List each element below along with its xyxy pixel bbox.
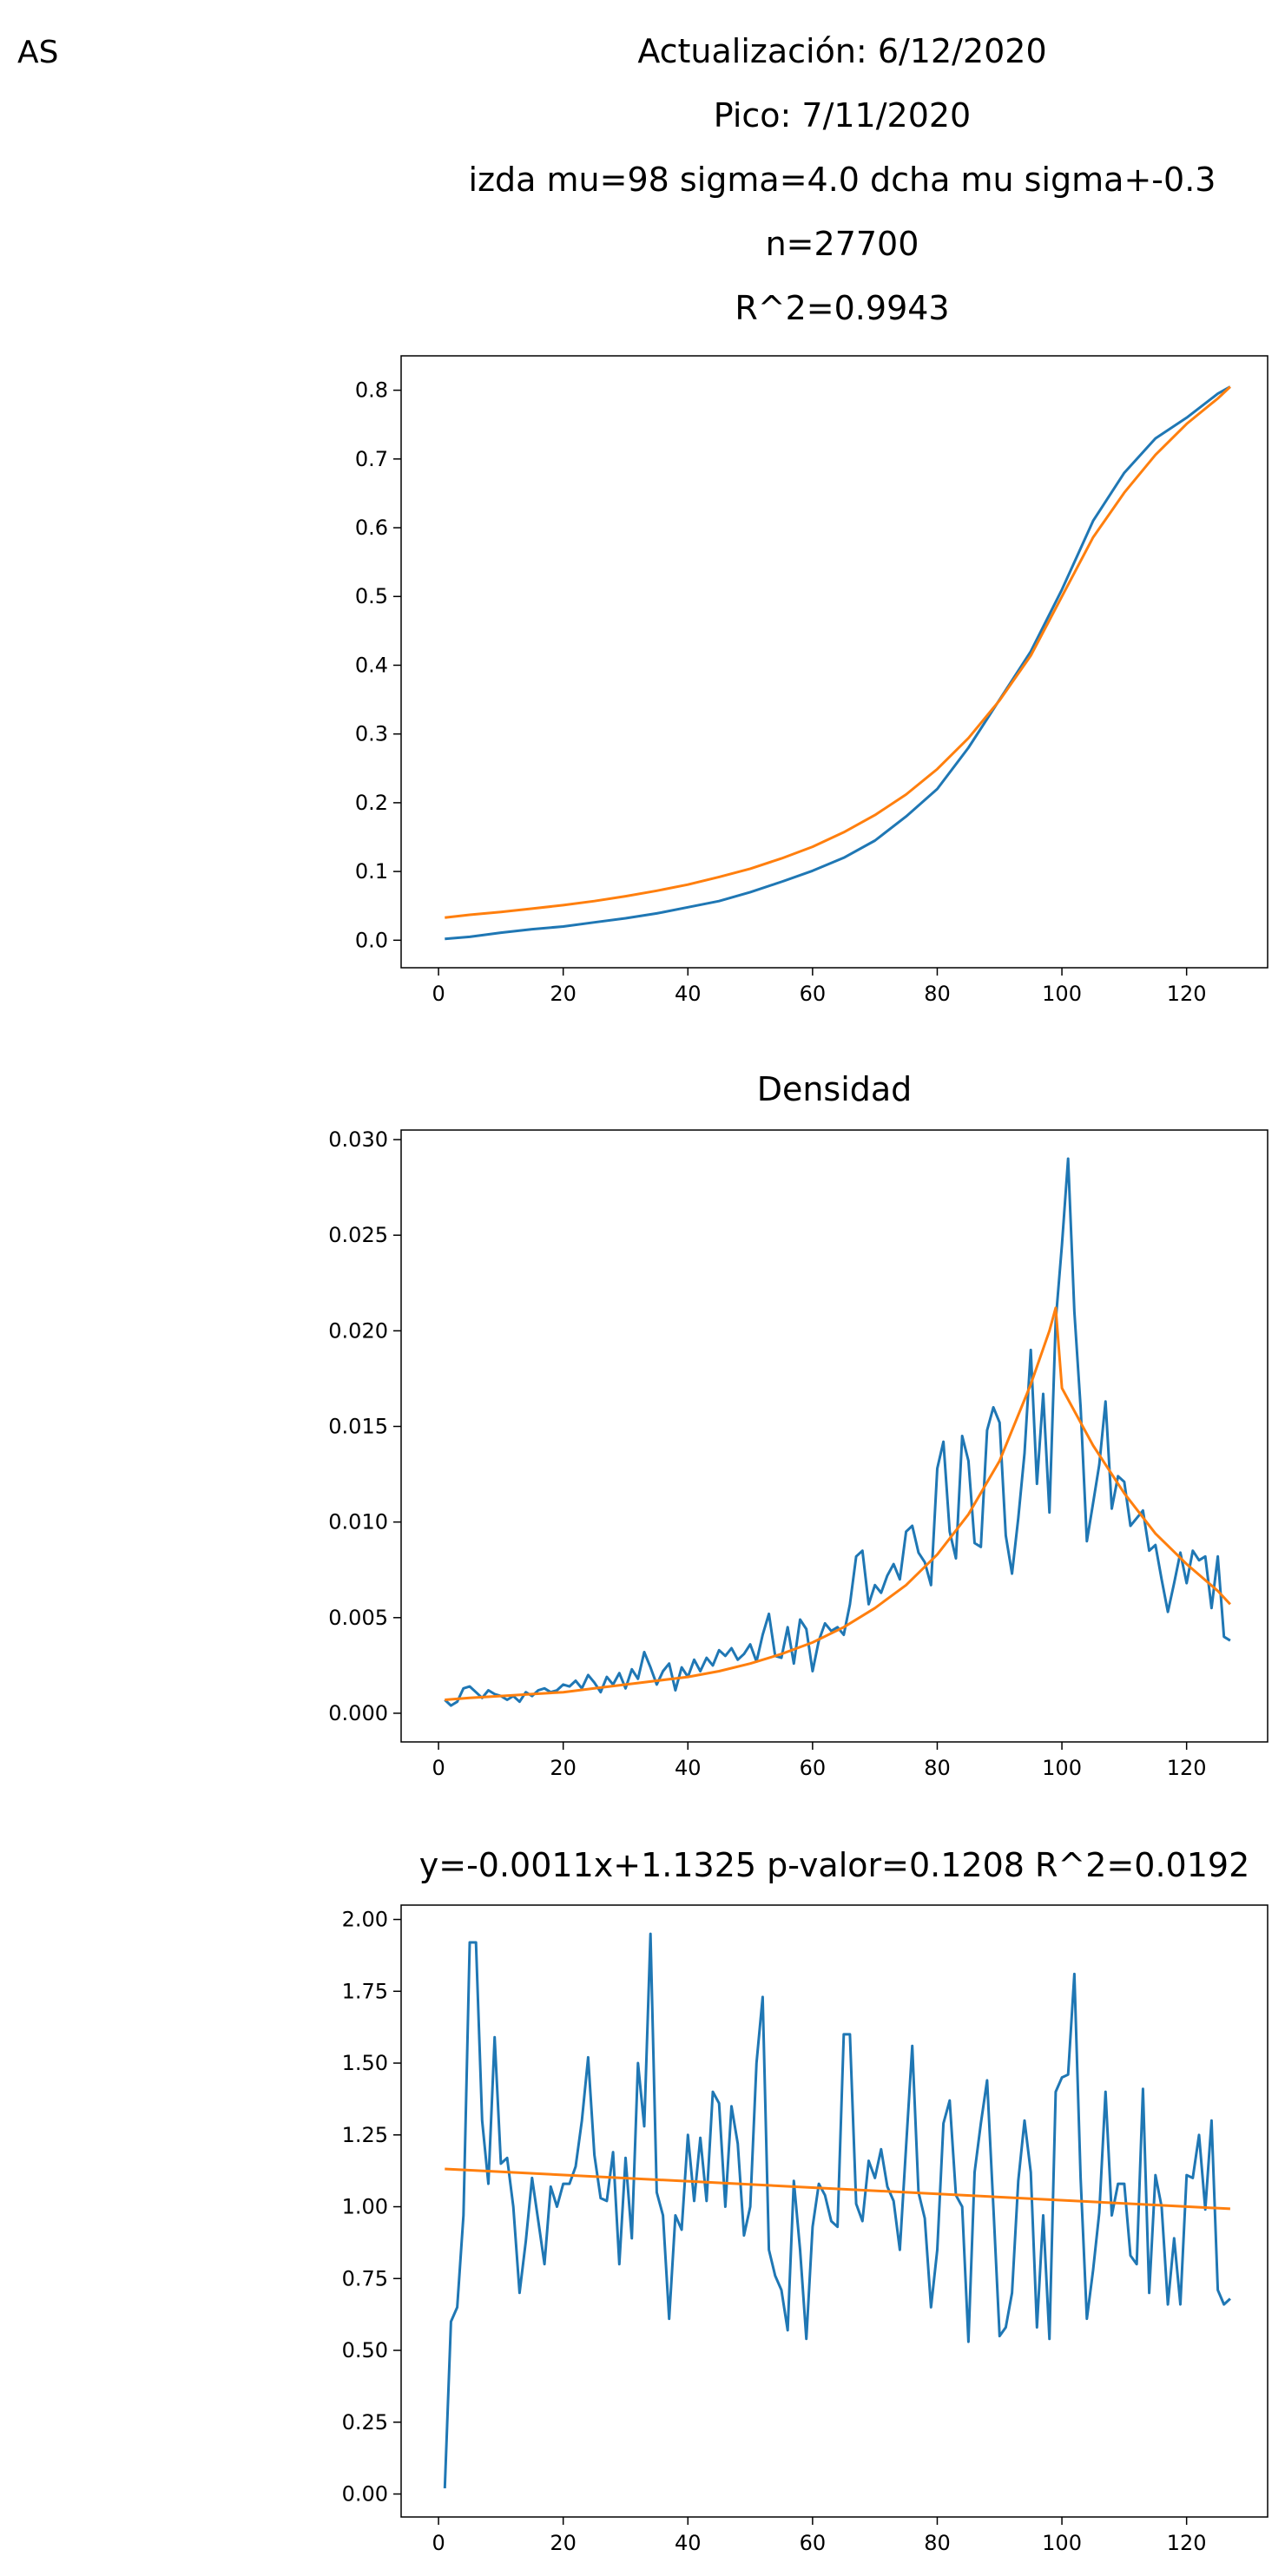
header-sample-size: n=27700 [766, 225, 919, 263]
ratio-series-observed [443, 1932, 1231, 2488]
density-ytick-label: 0.025 [328, 1223, 388, 1247]
density-ytick-label: 0.015 [328, 1414, 388, 1438]
cumulative-ytick-label: 0.5 [355, 584, 388, 608]
ratio-xtick-label: 100 [1042, 2531, 1082, 2555]
cumulative-xtick-label: 40 [675, 982, 702, 1006]
cumulative-chart: 0 20 40 60 80 100 120 0.0 0.1 0.2 0.3 0.4 0.5 0.6 0.7 0… [355, 355, 1269, 1006]
cumulative-ytick-label: 0.4 [355, 653, 388, 677]
density-xtick-label: 0 [432, 1756, 445, 1780]
density-ytick-label: 0.010 [328, 1510, 388, 1534]
ratio-ytick-label: 0.50 [342, 2338, 388, 2362]
cumulative-ytick-label: 0.0 [355, 928, 388, 952]
header-update-date: Actualización: 6/12/2020 [637, 32, 1046, 70]
ratio-series-regression [445, 2167, 1230, 2211]
ratio-ytick-label: 0.00 [342, 2482, 388, 2507]
ratio-xtick-label: 80 [924, 2531, 951, 2555]
cumulative-xtick-label: 120 [1167, 982, 1207, 1006]
cumulative-ytick-label: 0.8 [355, 378, 388, 403]
ratio-ytick-label: 1.00 [342, 2195, 388, 2219]
ratio-ytick-label: 0.25 [342, 2410, 388, 2435]
density-series-observed [444, 1157, 1231, 1707]
cumulative-ytick-label: 0.2 [355, 791, 388, 815]
density-ytick-label: 0.005 [328, 1606, 388, 1630]
density-xtick-label: 100 [1042, 1756, 1082, 1780]
corner-label: AS [17, 35, 58, 70]
cumulative-axes-frame [400, 355, 1269, 969]
cumulative-xtick-label: 20 [550, 982, 577, 1006]
ratio-ytick-label: 2.00 [342, 1908, 388, 1932]
cumulative-ytick-label: 0.1 [355, 859, 388, 884]
density-xtick-label: 40 [675, 1756, 702, 1780]
density-ytick-label: 0.030 [328, 1127, 388, 1152]
cumulative-xtick-label: 100 [1042, 982, 1082, 1006]
cumulative-xtick-label: 80 [924, 982, 951, 1006]
ratio-xtick-label: 20 [550, 2531, 577, 2555]
cumulative-series-fit [445, 385, 1231, 919]
ratio-title: y=-0.0011x+1.1325 p-valor=0.1208 R^2=0.0… [419, 1846, 1250, 1884]
ratio-ytick-label: 1.50 [342, 2051, 388, 2075]
density-title: Densidad [757, 1070, 913, 1108]
ratio-ytick-label: 1.25 [342, 2123, 388, 2147]
header-parameters: izda mu=98 sigma=4.0 dcha mu sigma+-0.3 [469, 161, 1216, 199]
cumulative-xtick-label: 60 [800, 982, 827, 1006]
ratio-xtick-label: 120 [1167, 2531, 1207, 2555]
ratio-xtick-label: 60 [800, 2531, 827, 2555]
cumulative-xtick-label: 0 [432, 982, 445, 1006]
cumulative-ytick-label: 0.7 [355, 447, 388, 471]
header: Actualización: 6/12/2020 Pico: 7/11/2020… [469, 32, 1216, 327]
ratio-chart: 0 20 40 60 80 100 120 0.00 0.25 0.50 0.75 1.00 1.25 1… [342, 1846, 1269, 2555]
density-ytick-label: 0.020 [328, 1318, 388, 1343]
header-r-squared: R^2=0.9943 [735, 289, 949, 327]
cumulative-ytick-label: 0.6 [355, 516, 388, 540]
density-xtick-label: 120 [1167, 1756, 1207, 1780]
density-ytick-label: 0.000 [328, 1701, 388, 1725]
ratio-xtick-label: 0 [432, 2531, 445, 2555]
cumulative-ytick-label: 0.3 [355, 722, 388, 746]
cumulative-series-observed [445, 385, 1231, 941]
density-series-fit [445, 1306, 1231, 1701]
ratio-ytick-label: 0.75 [342, 2266, 388, 2290]
ratio-ytick-label: 1.75 [342, 1979, 388, 2003]
density-xtick-label: 80 [924, 1756, 951, 1780]
header-peak-date: Pico: 7/11/2020 [714, 96, 972, 135]
density-xtick-label: 20 [550, 1756, 577, 1780]
ratio-axes-frame [400, 1904, 1269, 2518]
ratio-xtick-label: 40 [675, 2531, 702, 2555]
density-chart: 0 20 40 60 80 100 120 0.000 0.005 0.010 0.015 0.020… [328, 1070, 1269, 1780]
density-xtick-label: 60 [800, 1756, 827, 1780]
density-axes-frame [400, 1129, 1269, 1743]
